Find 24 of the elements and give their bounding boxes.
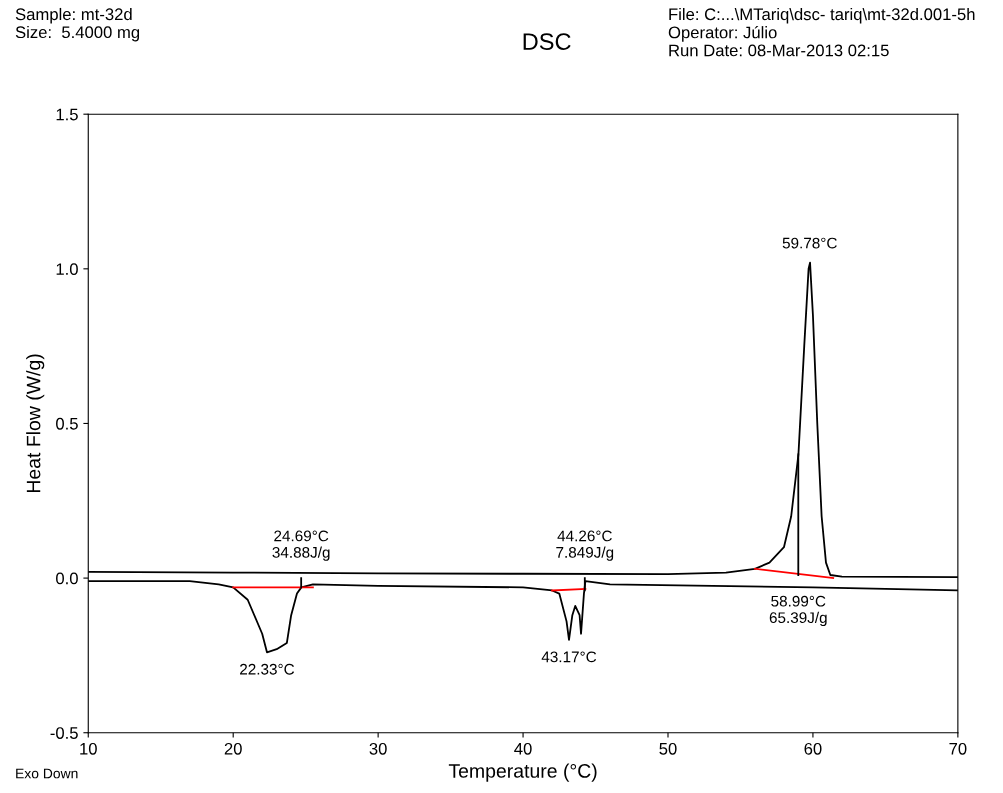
text: File: C:...\MTariq\dsc- tariq\mt-32d.001-5h Operator: Júlio Run Date: 08-Mar-2013 02:15 xyxy=(668,7,975,57)
x-tick-label: 60 xyxy=(804,742,822,755)
y-tick-label: 0.0 xyxy=(56,572,78,585)
x-tick-label: 10 xyxy=(80,742,97,755)
y-tick-label: 1.5 xyxy=(56,108,78,121)
y-axis-title: Heat Flow (W/g) xyxy=(26,354,45,493)
y-tick-label: 1.0 xyxy=(56,263,78,276)
annotation: 43.17°C xyxy=(541,651,597,663)
y-tick-label: 0.5 xyxy=(56,417,78,430)
x-tick-label: 70 xyxy=(949,742,967,755)
text: Sample: mt-32d Size: 5.4000 mg xyxy=(15,7,140,42)
annotation: 22.33°C xyxy=(240,663,295,675)
x-tick-label: 40 xyxy=(514,742,532,755)
annotation: 59.78°C xyxy=(782,237,837,249)
x-tick-label: 50 xyxy=(659,742,677,755)
x-tick-label: 20 xyxy=(224,742,242,755)
annotation: 44.26°C 7.849J/g xyxy=(556,530,614,561)
x-tick-label: 30 xyxy=(369,742,387,755)
y-tick-label: -0.5 xyxy=(50,727,78,739)
chart-title: DSC xyxy=(523,33,571,50)
annotation: 24.69°C 34.88J/g xyxy=(272,530,330,561)
x-axis-title: Temperature (°C) xyxy=(448,763,597,782)
annotation: 58.99°C 65.39J/g xyxy=(769,595,827,627)
text: Exo Down xyxy=(16,768,78,779)
